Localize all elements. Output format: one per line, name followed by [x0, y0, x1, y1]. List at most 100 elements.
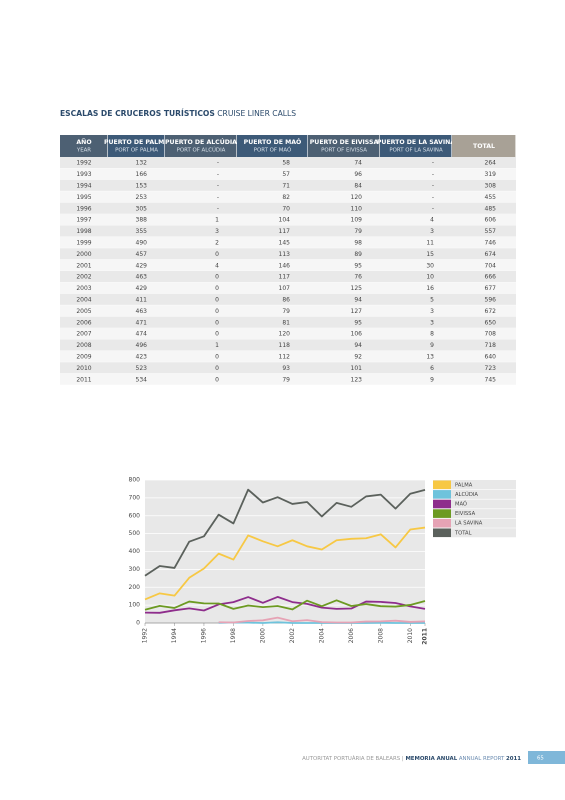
- y-tick-label: 500: [129, 530, 141, 537]
- table-row: [60, 293, 516, 306]
- table-row: [60, 202, 516, 214]
- header-cell: [165, 135, 237, 157]
- table-cell: 708: [485, 331, 497, 338]
- table-cell: -: [432, 171, 434, 178]
- table-cell: 308: [485, 183, 497, 190]
- table-cell: 95: [354, 262, 362, 269]
- header-cell: [452, 135, 516, 157]
- table-cell: 474: [136, 331, 148, 338]
- page-number: 65: [537, 756, 544, 762]
- table-cell: 253: [136, 194, 148, 201]
- table-cell: 10: [426, 274, 434, 281]
- table-cell: 496: [136, 342, 148, 349]
- table-cell: 79: [282, 376, 290, 383]
- table-cell: 723: [485, 365, 497, 372]
- table-cell: 388: [136, 217, 148, 224]
- table-cell: 429: [136, 285, 148, 292]
- table-cell: 745: [485, 376, 497, 383]
- table-cell: 3: [430, 228, 434, 235]
- table-cell: 1998: [76, 228, 91, 235]
- table-cell: 93: [282, 365, 290, 372]
- x-tick-label: 2000: [259, 628, 266, 643]
- table-cell: 606: [485, 217, 497, 224]
- table-row: [60, 373, 516, 385]
- legend-swatch: [433, 490, 451, 499]
- table-row: [60, 316, 516, 328]
- table-cell: 3: [430, 319, 434, 326]
- table-cell: 0: [215, 297, 219, 304]
- table-cell: -: [432, 205, 434, 212]
- table-cell: 58: [282, 160, 290, 167]
- table-cell: 57: [282, 171, 290, 178]
- table-cell: 1992: [76, 160, 91, 167]
- table-cell: 2001: [76, 262, 91, 269]
- table-cell: 89: [354, 251, 362, 258]
- table-cell: 650: [485, 319, 497, 326]
- table-cell: 1996: [76, 205, 91, 212]
- table-cell: -: [217, 183, 219, 190]
- table-cell: 30: [426, 262, 434, 269]
- header-label: TOTAL: [473, 143, 495, 150]
- table-row: [60, 305, 516, 317]
- table-cell: 455: [485, 194, 497, 201]
- y-tick-label: 400: [129, 548, 141, 555]
- table-cell: -: [432, 160, 434, 167]
- table-cell: 8: [430, 331, 434, 338]
- x-tick-label: 1998: [230, 628, 237, 643]
- table-cell: 2003: [76, 285, 91, 292]
- table-cell: 1995: [76, 194, 91, 201]
- table-cell: 423: [136, 354, 148, 361]
- table-cell: -: [432, 194, 434, 201]
- table-row: [60, 282, 516, 294]
- x-tick-label: 2002: [289, 628, 296, 643]
- table-row: [60, 339, 516, 351]
- table-cell: 0: [215, 354, 219, 361]
- table-cell: 319: [485, 171, 497, 178]
- table-row: [60, 236, 516, 249]
- y-tick-label: 600: [129, 512, 141, 519]
- y-tick-label: 100: [129, 602, 141, 609]
- table-cell: 109: [351, 217, 363, 224]
- table-cell: 95: [354, 319, 362, 326]
- legend-swatch: [433, 480, 451, 490]
- header-label: AÑO: [76, 137, 91, 146]
- y-tick-label: 300: [129, 566, 141, 573]
- table-cell: 1: [215, 342, 219, 349]
- series-line: [144, 488, 426, 577]
- table-cell: 2005: [76, 308, 91, 315]
- header-label: PUERTO DE ALCÚDIA: [165, 137, 237, 146]
- header-cell: [108, 135, 165, 157]
- table-cell: 153: [136, 183, 148, 190]
- table-cell: 746: [485, 240, 497, 247]
- table-cell: 674: [485, 251, 497, 258]
- legend-label: ALCÚDIA: [455, 491, 478, 498]
- table-cell: -: [217, 205, 219, 212]
- table-cell: 457: [136, 251, 148, 258]
- x-tick-label: 2008: [377, 628, 384, 643]
- y-tick-label: 200: [129, 584, 141, 591]
- table-cell: 98: [354, 240, 362, 247]
- table-cell: 82: [282, 194, 290, 201]
- table-cell: 94: [354, 297, 362, 304]
- table-cell: 101: [351, 365, 363, 372]
- table-row: [60, 350, 516, 363]
- table-cell: 1994: [76, 183, 91, 190]
- table-cell: 523: [136, 365, 148, 372]
- table-cell: 2000: [76, 251, 91, 258]
- table-cell: 74: [354, 160, 362, 167]
- table-cell: 1: [215, 217, 219, 224]
- table-cell: 471: [136, 319, 148, 326]
- table-cell: 117: [279, 274, 291, 281]
- table-cell: 0: [215, 376, 219, 383]
- table-cell: 79: [354, 228, 362, 235]
- table-cell: 84: [354, 183, 362, 190]
- table-cell: 86: [282, 297, 290, 304]
- table-cell: 70: [282, 205, 290, 212]
- table-cell: 110: [351, 205, 363, 212]
- table-cell: 16: [426, 285, 434, 292]
- table-cell: 2006: [76, 319, 91, 326]
- table-cell: 6: [430, 365, 434, 372]
- table-cell: 76: [354, 274, 362, 281]
- legend-swatch: [433, 528, 451, 538]
- table-cell: 2004: [76, 297, 91, 304]
